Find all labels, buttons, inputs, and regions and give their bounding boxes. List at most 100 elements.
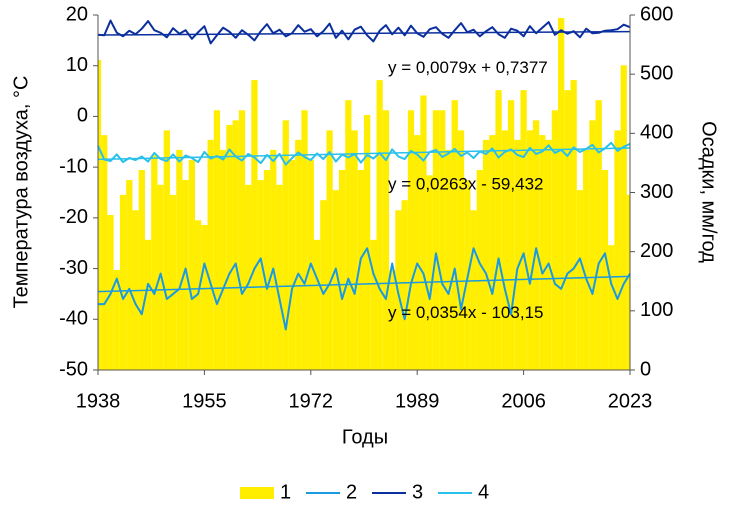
bar (564, 90, 571, 370)
bar (476, 170, 483, 370)
y2-tick-label: 500 (640, 62, 673, 84)
y-tick-label: -20 (59, 206, 88, 228)
trend-equation: y = 0,0354x - 103,15 (388, 303, 543, 322)
bar (420, 95, 427, 370)
legend-label: 2 (346, 481, 357, 503)
bar (207, 139, 214, 370)
bar (601, 170, 609, 370)
line-series (98, 247, 631, 331)
bar (144, 239, 152, 370)
y-tick-label: 0 (77, 105, 88, 127)
bar (357, 170, 364, 370)
y-tick-label: -40 (59, 308, 88, 330)
bar (576, 190, 584, 370)
bar (583, 149, 590, 370)
bar (276, 184, 283, 370)
y2-tick-label: 0 (640, 358, 651, 380)
bar (389, 270, 396, 370)
bar (119, 194, 127, 370)
line-series (97, 19, 631, 45)
y-tick-label: -50 (59, 358, 88, 380)
bar (263, 170, 271, 370)
bar (526, 130, 533, 370)
x-tick-label: 2023 (608, 390, 653, 412)
y2-tick-label: 600 (640, 3, 673, 25)
legend-label: 3 (412, 481, 423, 503)
bar (270, 149, 277, 370)
bar (332, 190, 339, 370)
bar (545, 139, 552, 370)
bar (589, 120, 596, 370)
bar (169, 194, 177, 370)
bar (482, 139, 490, 370)
y2-tick-label: 300 (640, 181, 673, 203)
bar (595, 100, 602, 370)
bar (220, 149, 227, 370)
y-tick-label: -30 (59, 257, 88, 279)
bar (163, 130, 170, 370)
x-tick-label: 1938 (76, 390, 121, 412)
bar (532, 120, 540, 370)
trend-line (97, 147, 631, 161)
bar (257, 180, 264, 370)
trend-line (97, 30, 631, 36)
bar (188, 159, 196, 370)
bar (226, 125, 233, 370)
y2-tick-label: 400 (640, 122, 673, 144)
bar (126, 180, 133, 370)
bar (282, 120, 289, 370)
bar (570, 80, 577, 370)
bar (407, 110, 415, 370)
bar (514, 139, 521, 370)
bar (414, 135, 421, 370)
trend-equation: y = 0,0079x + 0,7377 (388, 58, 548, 77)
trend-line (97, 275, 631, 293)
line-layer (97, 19, 631, 331)
bar (295, 139, 302, 370)
legend-swatch (240, 487, 274, 499)
bar (608, 245, 615, 370)
bar (445, 149, 452, 370)
bar (495, 90, 502, 370)
y2-tick-label: 200 (640, 240, 673, 262)
bar (313, 239, 321, 370)
x-axis-title: Годы (342, 426, 388, 448)
x-tick-label: 1989 (395, 390, 440, 412)
y-axis-title: Температура воздуха, °C (10, 76, 32, 309)
y2-axis-title: Осадки, мм/год (698, 121, 720, 263)
bar (489, 135, 496, 370)
bar (151, 155, 158, 370)
line-series (97, 141, 631, 166)
bar (113, 270, 120, 370)
bar (614, 130, 621, 370)
bar (439, 110, 446, 370)
bar (426, 175, 433, 370)
bar (213, 110, 221, 370)
bar (351, 130, 358, 370)
bar (451, 100, 458, 370)
bar (507, 100, 515, 370)
y2-tick-label: 100 (640, 299, 673, 321)
legend-label: 4 (478, 481, 489, 503)
bar (288, 159, 296, 370)
bar (520, 90, 527, 370)
bar (401, 200, 408, 370)
bar (251, 80, 258, 370)
bar (176, 149, 183, 370)
bar (626, 194, 630, 370)
y-tick-label: 20 (66, 3, 88, 25)
bar (201, 225, 208, 370)
bar (182, 180, 189, 370)
trend-equation: y = 0,0263x - 59,432 (388, 174, 543, 193)
bar (138, 170, 145, 370)
bar (457, 130, 465, 370)
bar (364, 114, 371, 370)
bar (501, 130, 508, 370)
bar (232, 120, 239, 370)
legend-label: 1 (280, 481, 291, 503)
bar (376, 80, 383, 370)
bar (432, 110, 440, 370)
bar (470, 210, 477, 370)
bar (101, 135, 108, 370)
